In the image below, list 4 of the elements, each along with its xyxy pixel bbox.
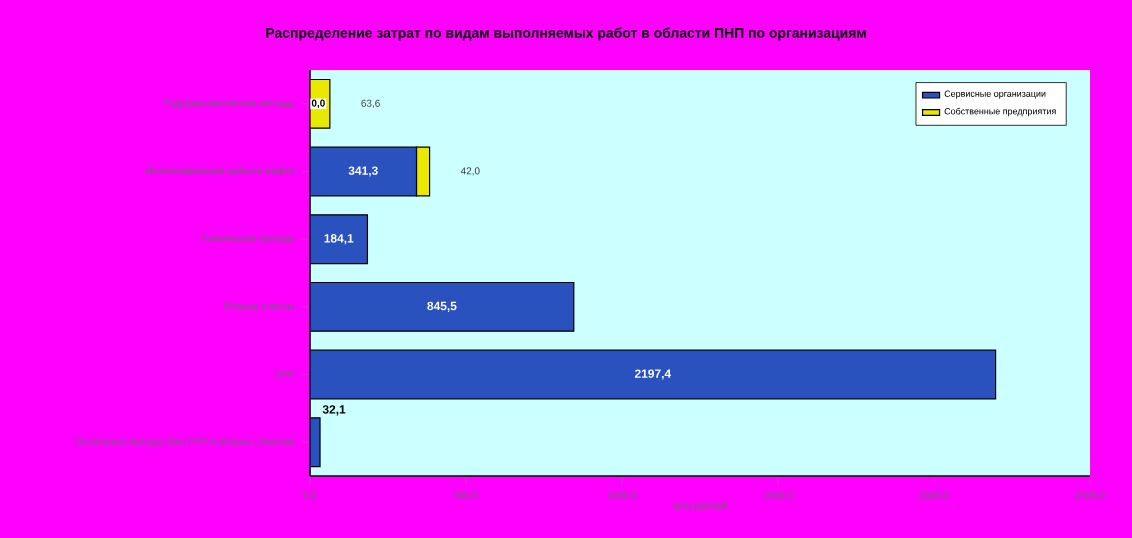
bar [310,214,369,265]
bar [310,281,575,332]
bar [310,349,997,400]
bar [310,146,418,197]
